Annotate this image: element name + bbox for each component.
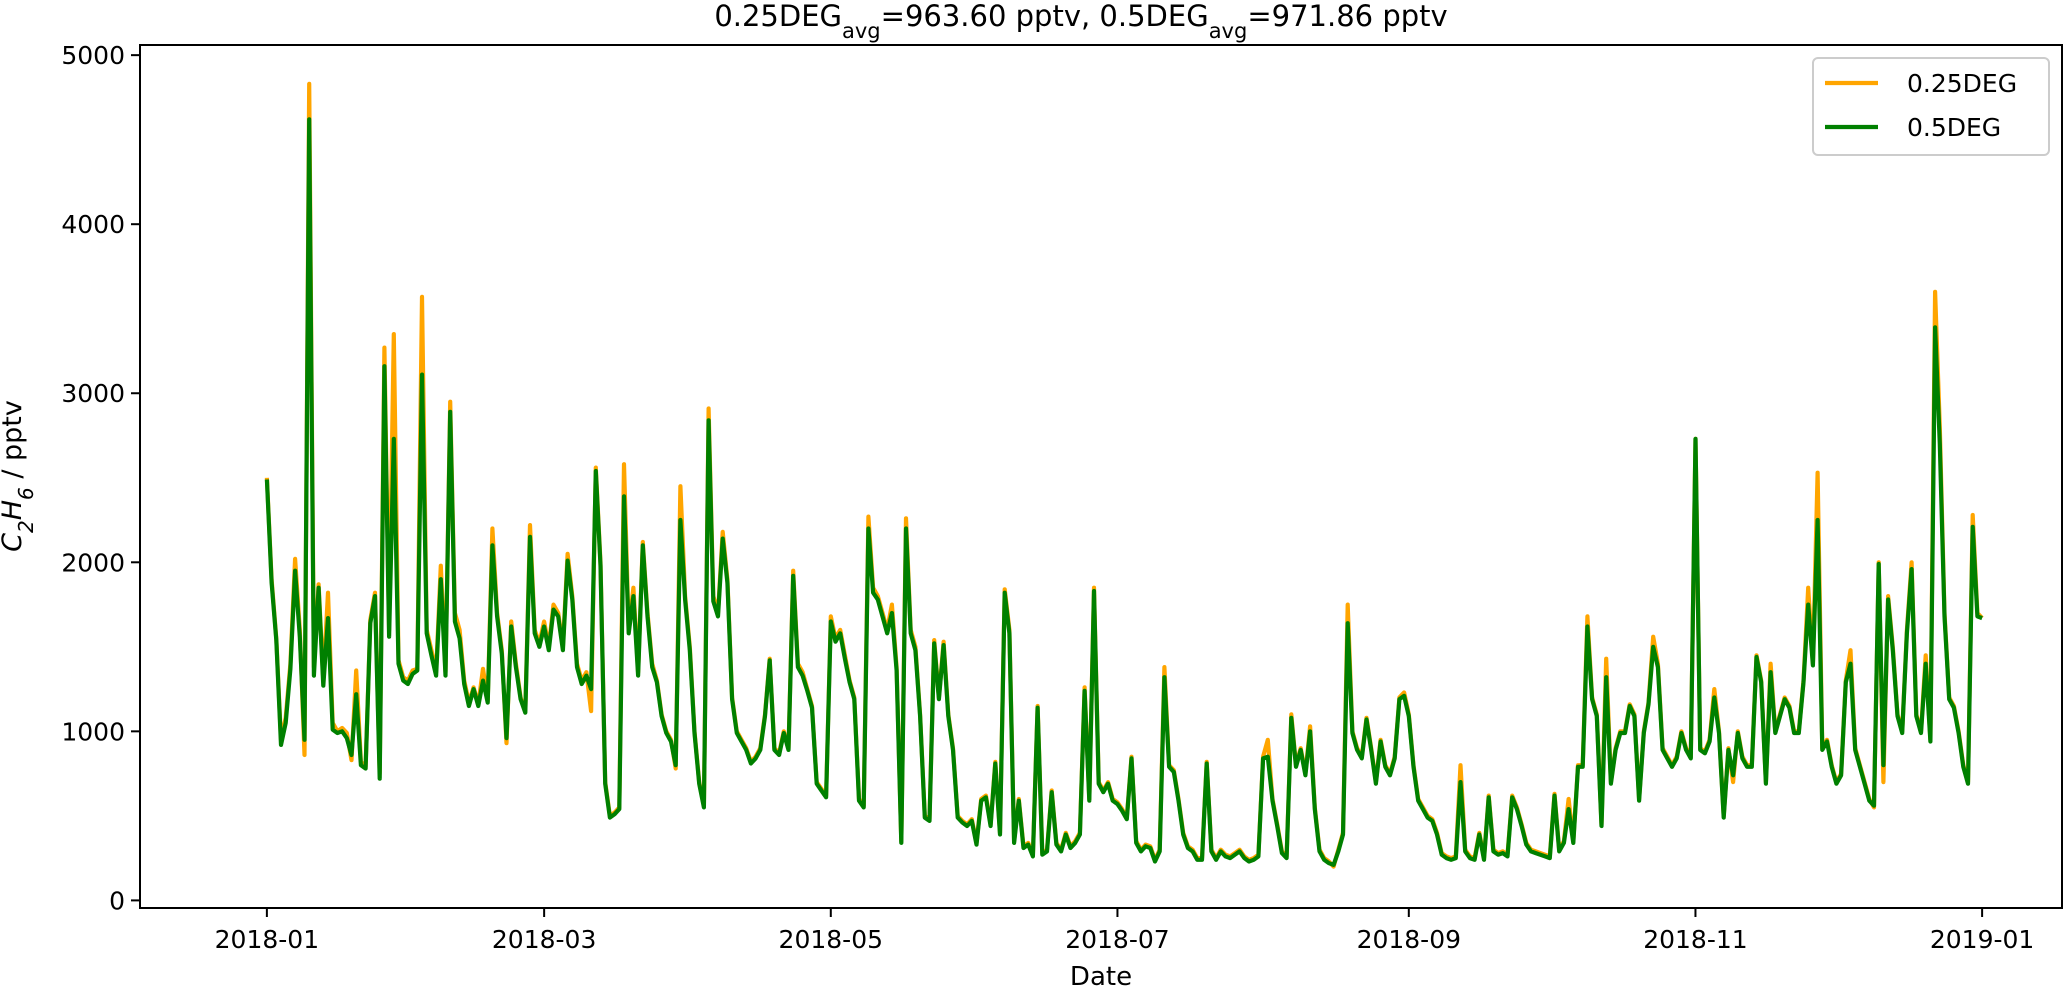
x-tick-label: 2018-01 bbox=[215, 925, 319, 954]
x-axis-label: Date bbox=[1070, 962, 1132, 990]
plot-series bbox=[264, 81, 1984, 869]
y-tick-label: 5000 bbox=[61, 41, 125, 70]
y-axis-label: C2H6 / pptv bbox=[0, 400, 38, 552]
legend-label: 0.25DEG bbox=[1907, 69, 2017, 98]
y-tick-label: 4000 bbox=[61, 210, 125, 239]
x-axis: 2018-01 2018-03 2018-05 2018-07 2018-09 2018-… bbox=[215, 908, 2034, 954]
y-tick-label: 1000 bbox=[61, 717, 125, 746]
x-tick-label: 2018-09 bbox=[1357, 925, 1461, 954]
series-line-orange bbox=[264, 81, 1984, 869]
y-tick-label: 0 bbox=[109, 886, 125, 915]
x-tick-label: 2018-11 bbox=[1643, 925, 1747, 954]
y-tick-label: 2000 bbox=[61, 548, 125, 577]
y-tick-label: 3000 bbox=[61, 379, 125, 408]
x-tick-label: 2018-07 bbox=[1065, 925, 1169, 954]
legend: 0.25DEG 0.5DEG bbox=[1812, 57, 2050, 156]
y-axis: 0 1000 2000 3000 4000 5000 bbox=[61, 41, 140, 915]
x-tick-label: 2019-01 bbox=[1930, 925, 2034, 954]
chart-title: 0.25DEGavg=963.60 pptv, 0.5DEGavg=971.86… bbox=[714, 0, 1447, 43]
x-tick-label: 2018-03 bbox=[492, 925, 596, 954]
plot-frame bbox=[139, 44, 2063, 909]
legend-label: 0.5DEG bbox=[1907, 113, 2001, 142]
x-tick-label: 2018-05 bbox=[779, 925, 883, 954]
series-line-green bbox=[264, 117, 1983, 867]
